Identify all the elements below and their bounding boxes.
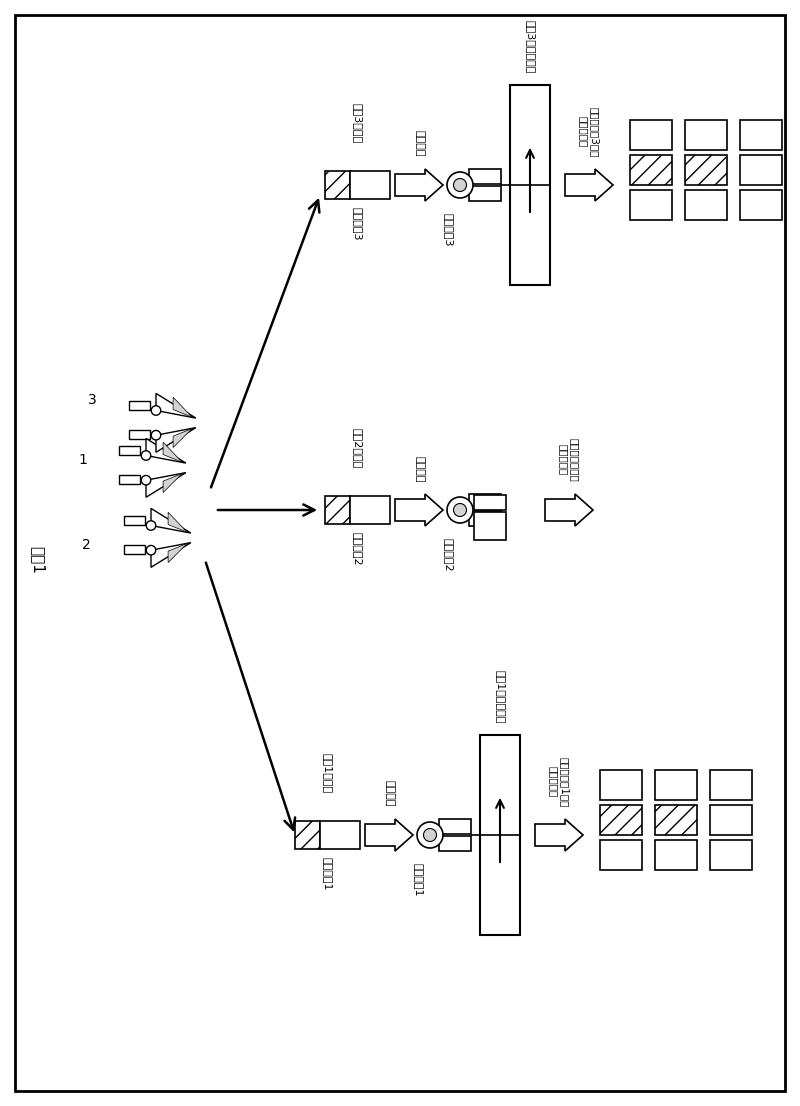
- Bar: [325, 495, 350, 524]
- Circle shape: [454, 503, 466, 517]
- Polygon shape: [146, 472, 186, 498]
- Text: 标签序列3: 标签序列3: [352, 207, 362, 240]
- Circle shape: [417, 822, 443, 848]
- Bar: [439, 836, 471, 851]
- Polygon shape: [365, 820, 413, 851]
- Bar: [474, 495, 506, 510]
- Bar: [710, 770, 752, 800]
- Circle shape: [146, 545, 156, 555]
- Text: 不存在模板核酸
无扩增产物: 不存在模板核酸 无扩增产物: [558, 438, 580, 482]
- Text: 样本2用引物: 样本2用引物: [352, 428, 362, 468]
- Text: 样本1的模板核酸: 样本1的模板核酸: [495, 669, 505, 723]
- Text: 基因扩增: 基因扩增: [414, 131, 424, 157]
- Text: 导入了标签1序列
的扩增产物: 导入了标签1序列 的扩增产物: [548, 757, 570, 807]
- Bar: [119, 446, 140, 455]
- Text: 基因扩增: 基因扩增: [414, 456, 424, 482]
- Bar: [125, 545, 146, 554]
- Bar: [325, 171, 350, 199]
- Bar: [350, 171, 390, 199]
- Bar: [320, 821, 360, 849]
- Polygon shape: [173, 397, 192, 417]
- Bar: [469, 494, 501, 509]
- Polygon shape: [156, 428, 196, 452]
- Bar: [600, 839, 642, 870]
- Polygon shape: [168, 512, 187, 532]
- Bar: [685, 155, 727, 185]
- Text: 样本1: 样本1: [30, 546, 46, 574]
- Bar: [469, 511, 501, 526]
- Bar: [685, 119, 727, 150]
- Circle shape: [142, 451, 150, 460]
- Circle shape: [151, 430, 161, 440]
- Bar: [474, 512, 506, 540]
- Bar: [295, 821, 320, 849]
- Bar: [125, 517, 146, 524]
- Bar: [469, 186, 501, 201]
- Bar: [119, 476, 140, 484]
- Circle shape: [423, 828, 437, 842]
- Bar: [130, 430, 150, 439]
- Bar: [600, 805, 642, 835]
- Polygon shape: [163, 473, 182, 492]
- Bar: [740, 190, 782, 220]
- Text: 标签序列2: 标签序列2: [352, 532, 362, 565]
- Circle shape: [447, 497, 473, 523]
- Polygon shape: [163, 442, 182, 462]
- Bar: [439, 820, 471, 834]
- Circle shape: [454, 178, 466, 191]
- Bar: [130, 401, 150, 409]
- Circle shape: [447, 173, 473, 198]
- Polygon shape: [168, 543, 187, 563]
- Polygon shape: [535, 820, 583, 851]
- Polygon shape: [395, 494, 443, 526]
- Text: 标签序列1: 标签序列1: [322, 857, 332, 890]
- Bar: [480, 735, 520, 935]
- Bar: [740, 119, 782, 150]
- Circle shape: [146, 521, 156, 530]
- Bar: [630, 119, 672, 150]
- Bar: [630, 190, 672, 220]
- Text: 样本3的模板核酸: 样本3的模板核酸: [525, 20, 535, 73]
- Polygon shape: [545, 494, 593, 526]
- Polygon shape: [395, 169, 443, 201]
- Text: 2: 2: [82, 538, 90, 552]
- Bar: [350, 495, 390, 524]
- Text: 基因扩增: 基因扩增: [384, 781, 394, 807]
- Text: 1: 1: [78, 453, 87, 467]
- Polygon shape: [146, 438, 186, 463]
- Bar: [655, 770, 697, 800]
- Text: 标签序列1: 标签序列1: [413, 863, 423, 897]
- Bar: [469, 169, 501, 184]
- Polygon shape: [151, 543, 191, 567]
- Bar: [600, 770, 642, 800]
- Text: 导入了标签3序列
的扩增产物: 导入了标签3序列 的扩增产物: [578, 106, 600, 157]
- Bar: [510, 85, 550, 285]
- Polygon shape: [156, 394, 196, 418]
- Bar: [655, 805, 697, 835]
- Bar: [655, 839, 697, 870]
- Polygon shape: [151, 509, 191, 533]
- Text: 样本1用引物: 样本1用引物: [322, 753, 332, 793]
- Circle shape: [151, 406, 161, 415]
- Text: 标签序列3: 标签序列3: [443, 213, 453, 247]
- Bar: [630, 155, 672, 185]
- Polygon shape: [173, 428, 192, 448]
- Bar: [685, 190, 727, 220]
- Circle shape: [142, 476, 150, 484]
- Text: 3: 3: [88, 393, 97, 407]
- Text: 样本3用引物: 样本3用引物: [352, 103, 362, 143]
- Polygon shape: [565, 169, 613, 201]
- Bar: [740, 155, 782, 185]
- Bar: [710, 839, 752, 870]
- Text: 标签序列2: 标签序列2: [443, 538, 453, 572]
- Bar: [710, 805, 752, 835]
